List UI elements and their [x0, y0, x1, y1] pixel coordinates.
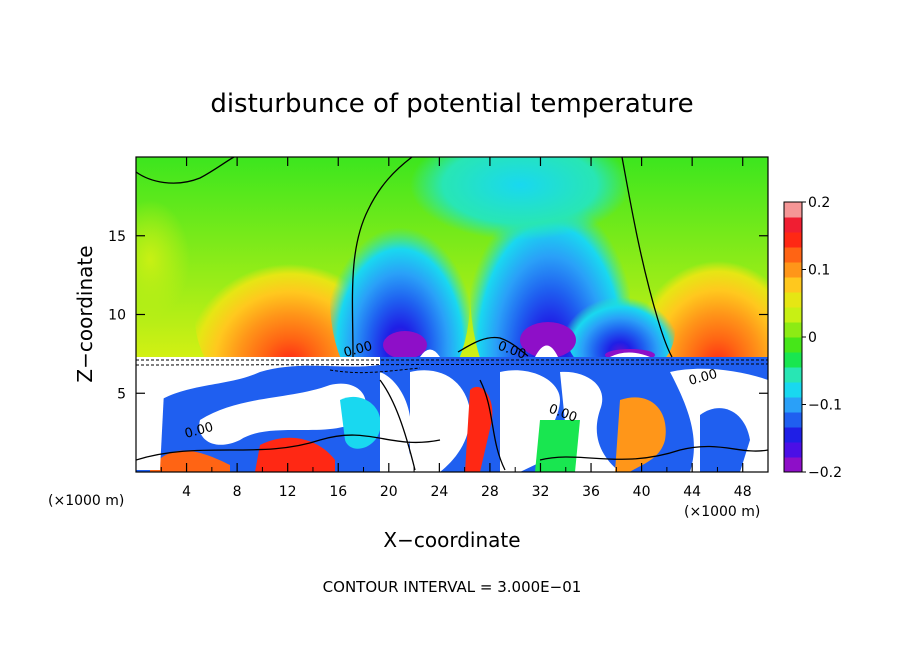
x-tick-label: 24 [430, 484, 448, 500]
colorbar-swatch [784, 232, 802, 248]
colorbar-tick-label: −0.1 [808, 398, 842, 414]
colorbar-swatch [784, 247, 802, 263]
colorbar-swatch [784, 307, 802, 323]
colorbar-swatch [784, 292, 802, 308]
colorbar-swatch [784, 457, 802, 473]
heatmap-field [136, 157, 768, 472]
colorbar-swatch [784, 382, 802, 398]
x-tick-label: 4 [182, 484, 191, 500]
x-axis: 4 8 12 16 20 24 28 32 36 40 44 48 [160, 157, 752, 500]
colorbar-swatch [784, 337, 802, 353]
colorbar-swatch [784, 427, 802, 443]
y-axis-label: Z−coordinate [73, 245, 97, 382]
chart-title: disturbunce of potential temperature [210, 89, 693, 119]
colorbar-swatch [784, 202, 802, 218]
colorbar-swatch [784, 412, 802, 428]
colorbar-swatch [784, 262, 802, 278]
colorbar-swatch [784, 397, 802, 413]
colorbar-swatch [784, 442, 802, 458]
x-tick-label: 28 [481, 484, 499, 500]
y-tick-label: 10 [108, 308, 126, 324]
y-tick-label: 5 [117, 386, 126, 402]
colorbar-tick-label: −0.2 [808, 465, 842, 481]
x-tick-label: 16 [329, 484, 347, 500]
x-unit-left: (×1000 m) [48, 493, 124, 509]
colorbar-tick-label: 0.2 [808, 195, 830, 211]
x-tick-label: 32 [532, 484, 550, 500]
contour-lines [136, 157, 768, 471]
colorbar-swatch [784, 217, 802, 233]
colorbar-swatch [784, 352, 802, 368]
x-unit-right: (×1000 m) [684, 504, 760, 520]
colorbar-tick-label: 0 [808, 330, 817, 346]
contour-label: 0.00 [342, 339, 374, 361]
x-axis-label: X−coordinate [383, 528, 520, 552]
x-tick-label: 36 [582, 484, 600, 500]
colorbar-tick-label: 0.1 [808, 263, 830, 279]
x-tick-label: 12 [279, 484, 297, 500]
contour-interval: CONTOUR INTERVAL = 3.000E−01 [323, 578, 582, 596]
colorbar-swatch [784, 277, 802, 293]
y-axis: 5 10 15 [108, 229, 768, 402]
contour-labels: 0.00 0.000.000.000.00 [183, 339, 719, 442]
contour-label: 0.00 [183, 420, 215, 442]
colorbar-swatch [784, 367, 802, 383]
colorbar: 0.2 0.1 0 −0.1 −0.2 [783, 195, 842, 481]
x-tick-label: 40 [633, 484, 651, 500]
y-tick-label: 15 [108, 229, 126, 245]
colorbar-swatch [784, 322, 802, 338]
x-tick-label: 48 [734, 484, 752, 500]
x-tick-label: 8 [233, 484, 242, 500]
x-tick-label: 20 [380, 484, 398, 500]
x-tick-label: 44 [683, 484, 701, 500]
contour-label: 0.00 [687, 367, 719, 389]
